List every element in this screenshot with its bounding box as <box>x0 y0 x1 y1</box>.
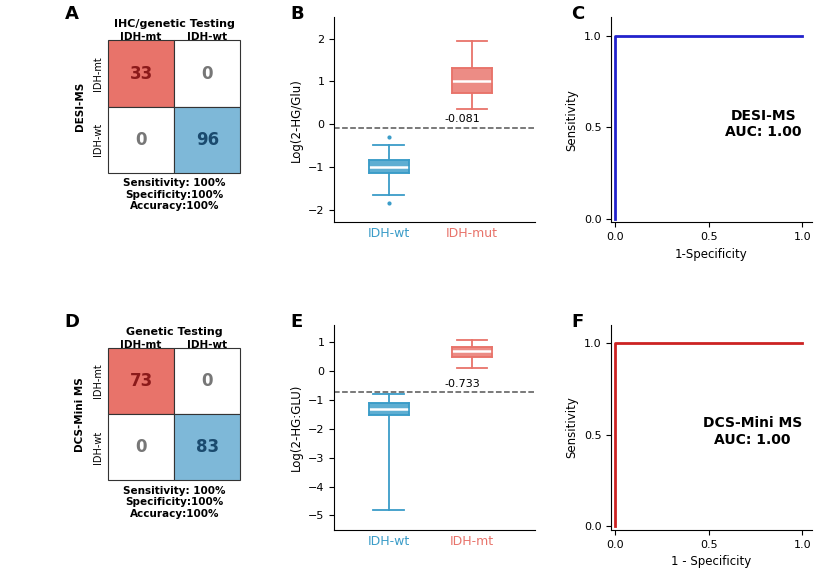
Y-axis label: Sensitivity: Sensitivity <box>564 396 577 458</box>
Bar <box>368 403 408 415</box>
X-axis label: 1 - Specificity: 1 - Specificity <box>671 555 751 568</box>
Bar <box>174 348 240 414</box>
Text: IDH-wt: IDH-wt <box>187 340 227 350</box>
Y-axis label: Log(2-HG:GLU): Log(2-HG:GLU) <box>289 384 302 471</box>
Bar <box>108 348 174 414</box>
Bar <box>174 40 240 107</box>
Text: IDH-wt: IDH-wt <box>187 32 227 43</box>
Text: 0: 0 <box>135 131 147 149</box>
Bar <box>451 68 491 93</box>
Text: DESI-MS: DESI-MS <box>75 82 85 131</box>
Text: D: D <box>65 313 79 331</box>
Bar <box>174 414 240 480</box>
Y-axis label: Log(2-HG/Glu): Log(2-HG/Glu) <box>289 78 302 162</box>
Text: E: E <box>290 313 302 331</box>
Text: IDH-mt: IDH-mt <box>120 32 161 43</box>
Bar <box>368 160 408 173</box>
Text: DCS-Mini MS: DCS-Mini MS <box>75 377 85 452</box>
Text: F: F <box>570 313 582 331</box>
Text: IDH-mt: IDH-mt <box>120 340 161 350</box>
Text: A: A <box>65 5 79 23</box>
Bar <box>108 107 174 173</box>
Text: 33: 33 <box>129 65 152 82</box>
Text: 96: 96 <box>196 131 219 149</box>
Text: C: C <box>570 5 584 23</box>
Text: IDH-wt: IDH-wt <box>93 431 102 464</box>
Text: Sensitivity: 100%
Specificity:100%
Accuracy:100%: Sensitivity: 100% Specificity:100% Accur… <box>123 486 225 519</box>
Text: IHC/genetic Testing: IHC/genetic Testing <box>114 19 234 29</box>
Text: Sensitivity: 100%
Specificity:100%
Accuracy:100%: Sensitivity: 100% Specificity:100% Accur… <box>123 178 225 211</box>
Text: IDH-mt: IDH-mt <box>93 56 102 91</box>
Bar <box>451 347 491 357</box>
Bar <box>108 40 174 107</box>
Text: IDH-wt: IDH-wt <box>93 123 102 156</box>
Text: Genetic Testing: Genetic Testing <box>126 327 222 337</box>
Text: 0: 0 <box>135 438 147 456</box>
Text: -0.733: -0.733 <box>444 379 480 389</box>
Text: 83: 83 <box>196 438 219 456</box>
Text: DCS-Mini MS
AUC: 1.00: DCS-Mini MS AUC: 1.00 <box>702 416 801 446</box>
Text: B: B <box>290 5 303 23</box>
Bar <box>174 107 240 173</box>
Text: IDH-mt: IDH-mt <box>93 363 102 399</box>
Text: DESI-MS
AUC: 1.00: DESI-MS AUC: 1.00 <box>724 109 801 139</box>
Text: 0: 0 <box>201 372 213 390</box>
Y-axis label: Sensitivity: Sensitivity <box>564 89 577 151</box>
Text: 0: 0 <box>201 65 213 82</box>
Text: -0.081: -0.081 <box>444 115 480 124</box>
Text: 73: 73 <box>129 372 152 390</box>
X-axis label: 1-Specificity: 1-Specificity <box>674 248 747 260</box>
Bar <box>108 414 174 480</box>
